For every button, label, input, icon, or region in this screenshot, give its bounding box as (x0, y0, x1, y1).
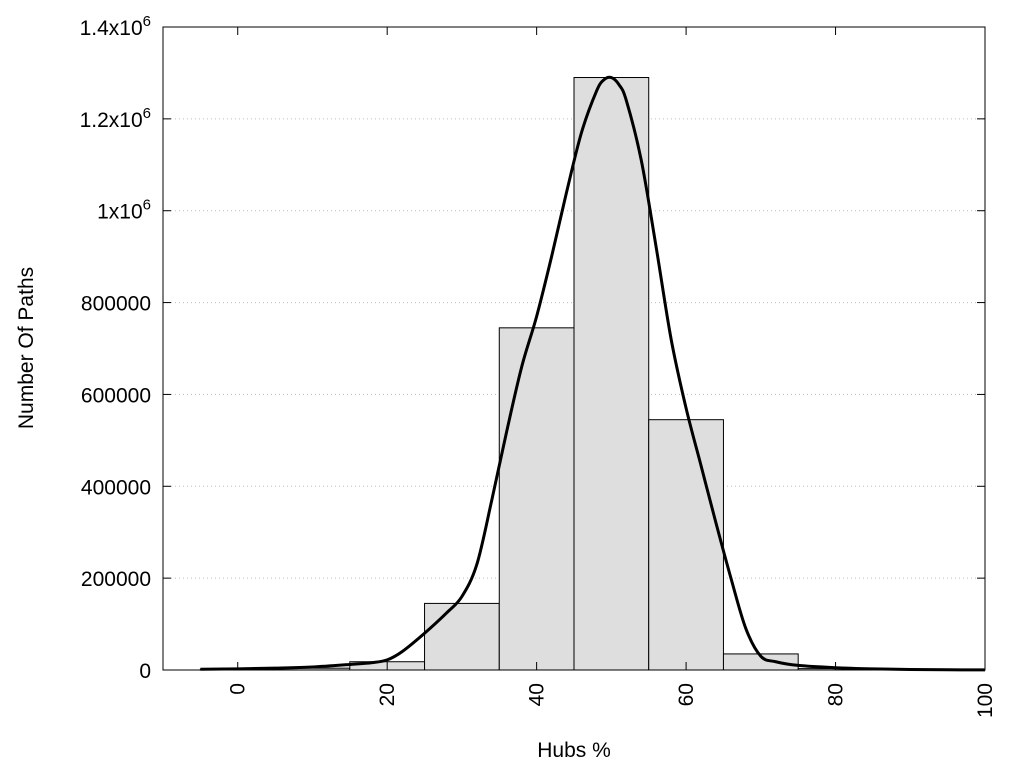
bars-layer (199, 77, 949, 671)
histogram-bar (424, 602, 500, 671)
ticks-layer (163, 26, 986, 671)
y-tick-label-base: 600000 (81, 384, 151, 407)
y-tick-label-base: 1x10 (97, 201, 143, 224)
y-axis-title: Number Of Paths (15, 267, 38, 429)
curve-layer (200, 75, 986, 672)
y-tick-label-base: 400000 (81, 476, 151, 499)
y-tick-label-base: 0 (139, 660, 151, 683)
y-tick-label-base: 800000 (81, 293, 151, 316)
y-tick-label-base: 1.4x10 (80, 17, 143, 40)
x-tick-label: 40 (526, 683, 549, 706)
x-tick-label: 20 (376, 683, 399, 706)
y-tick-label-exponent: 6 (143, 105, 151, 122)
y-tick-label-exponent: 6 (143, 13, 151, 30)
histogram-bar (498, 327, 575, 671)
y-tick-label: 400000 (81, 476, 151, 499)
y-tick-label: 800000 (81, 293, 151, 316)
y-tick-labels: 02000004000006000008000001x1061.2x1061.4… (80, 13, 151, 683)
y-tick-label-base: 1.2x10 (80, 109, 143, 132)
histogram-bar (648, 419, 724, 671)
y-tick-label: 600000 (81, 384, 151, 407)
y-tick-label: 200000 (81, 568, 151, 591)
y-tick-label-base: 200000 (81, 568, 151, 591)
fitted-curve-line (200, 75, 986, 672)
x-tick-label: 60 (675, 683, 698, 706)
x-tick-label: 100 (974, 683, 997, 718)
x-tick-label: 0 (227, 683, 250, 695)
grid-layer (163, 118, 985, 579)
x-tick-label: 80 (825, 683, 848, 706)
plot-frame (162, 26, 986, 671)
histogram-bar (573, 77, 650, 671)
y-tick-label: 1.4x106 (80, 13, 151, 40)
y-tick-label-exponent: 6 (143, 197, 151, 214)
x-tick-labels: 0 20 40 60 80 100 (227, 683, 997, 718)
y-tick-label: 1x106 (97, 197, 151, 224)
y-tick-label: 1.2x106 (80, 105, 151, 132)
x-axis-title: Hubs % (537, 739, 611, 762)
y-tick-label: 0 (139, 660, 151, 683)
